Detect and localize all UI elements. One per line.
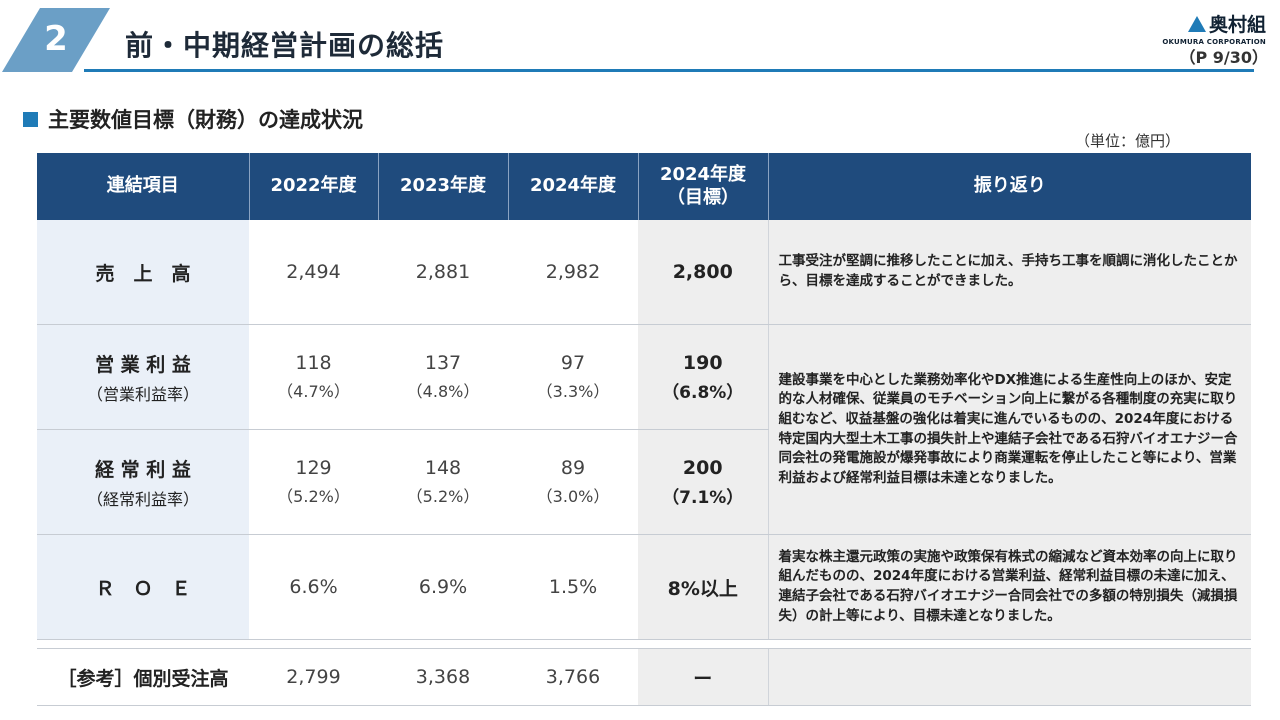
review-cell: 建設事業を中心とした業務効率化やDX推進による生産性向上のほか、安定的な人材確保… (767, 324, 1251, 535)
table-row: 売 上 高 2,494 2,881 2,982 2,800 工事受注が堅調に推移… (37, 220, 1251, 325)
value-sub: （5.2%） (277, 487, 350, 506)
value-sub: （5.2%） (406, 487, 480, 506)
logo-english-name: OKUMURA CORPORATION (1162, 38, 1266, 46)
value-cell: 137 （4.8%） (378, 324, 508, 430)
value-cell: 2,982 (508, 220, 638, 325)
table-row: 経 常 利 益 （経常利益率） 129 （5.2%） 148 （5.2%） 89… (37, 429, 1251, 535)
column-header: 2023年度 (378, 153, 509, 220)
value-cell: 6.9% (378, 534, 508, 640)
unit-note: （単位：億円） (1074, 132, 1180, 150)
target-cell: 2,800 (638, 220, 768, 325)
value-main: 148 (424, 457, 462, 479)
column-header: 2024年度 （目標） (638, 153, 769, 220)
value-main: 89 (560, 457, 586, 479)
square-bullet-icon (23, 111, 38, 127)
value-sub: （4.7%） (277, 382, 350, 401)
target-main: 190 (682, 351, 723, 374)
row-label: 売 上 高 (37, 220, 249, 325)
review-cell: 着実な株主還元政策の実施や政策保有株式の縮減など資本効率の向上に取り組んだものの… (767, 534, 1251, 640)
value-cell: 3,766 (508, 648, 638, 706)
target-sub: （7.1%） (662, 487, 744, 508)
subheading: 主要数値目標（財務）の達成状況 (23, 104, 363, 134)
table-row: 営 業 利 益 （営業利益率） 118 （4.7%） 137 （4.8%） 97… (37, 324, 1251, 535)
target-cell: 190 （6.8%） (638, 324, 768, 430)
logo-mark-icon (1187, 15, 1206, 32)
value-cell: 1.5% (508, 534, 638, 640)
logo-name: 奥村組 (1208, 14, 1266, 36)
target-cell: 8%以上 (638, 534, 768, 640)
row-label: Ｒ Ｏ Ｅ (37, 534, 249, 640)
value-cell: 6.6% (249, 534, 378, 640)
row-label-main: 経 常 利 益 (95, 458, 191, 481)
table-header-row: 連結項目 2022年度 2023年度 2024年度 2024年度 （目標） 振り… (37, 153, 1251, 220)
value-cell: 148 （5.2%） (378, 429, 508, 535)
review-cell (767, 648, 1251, 706)
row-label-main: 営 業 利 益 (95, 353, 191, 376)
column-header: 2022年度 (249, 153, 379, 220)
value-cell: 97 （3.3%） (508, 324, 638, 430)
value-main: 118 (295, 352, 332, 374)
target-cell: 200 （7.1%） (638, 429, 768, 535)
row-label-sub: （営業利益率） (86, 384, 199, 404)
value-cell: 118 （4.7%） (249, 324, 378, 430)
review-cell: 工事受注が堅調に推移したことに加え、手持ち工事を順調に消化したことから、目標を達… (767, 220, 1251, 325)
target-cell: ー (638, 648, 768, 706)
section-number: 2 (44, 19, 68, 59)
column-header: 振り返り (768, 153, 1251, 220)
column-header: 連結項目 (37, 153, 250, 220)
row-label: 経 常 利 益 （経常利益率） (37, 429, 249, 535)
row-label: 営 業 利 益 （営業利益率） (37, 324, 249, 430)
row-label: ［参考］個別受注高 (37, 648, 249, 706)
subheading-text: 主要数値目標（財務）の達成状況 (48, 108, 363, 132)
page-title: 前・中期経営計画の総括 (125, 29, 445, 62)
value-sub: （4.8%） (406, 382, 480, 401)
company-logo: 奥村組 OKUMURA CORPORATION (1148, 10, 1266, 46)
value-cell: 89 （3.0%） (508, 429, 638, 535)
reference-row: ［参考］個別受注高 2,799 3,368 3,766 ー (37, 648, 1251, 706)
table-row: Ｒ Ｏ Ｅ 6.6% 6.9% 1.5% 8%以上 着実な株主還元政策の実施や政… (37, 534, 1251, 640)
row-spacer (37, 640, 1251, 649)
value-main: 137 (424, 352, 462, 374)
value-cell: 3,368 (378, 648, 508, 706)
value-main: 97 (560, 352, 586, 374)
target-main: 200 (682, 456, 723, 479)
row-label-sub: （経常利益率） (86, 489, 199, 509)
value-cell: 129 （5.2%） (249, 429, 378, 535)
value-cell: 2,881 (378, 220, 508, 325)
financial-targets-table: 連結項目 2022年度 2023年度 2024年度 2024年度 （目標） 振り… (37, 153, 1251, 706)
value-cell: 2,799 (249, 648, 378, 706)
value-cell: 2,494 (249, 220, 378, 325)
target-sub: （6.8%） (662, 382, 744, 403)
value-sub: （3.0%） (536, 487, 610, 506)
page-number: （P 9/30） (1179, 48, 1268, 67)
title-underline (84, 69, 1254, 72)
value-main: 129 (295, 457, 332, 479)
column-header: 2024年度 (508, 153, 639, 220)
value-sub: （3.3%） (536, 382, 610, 401)
